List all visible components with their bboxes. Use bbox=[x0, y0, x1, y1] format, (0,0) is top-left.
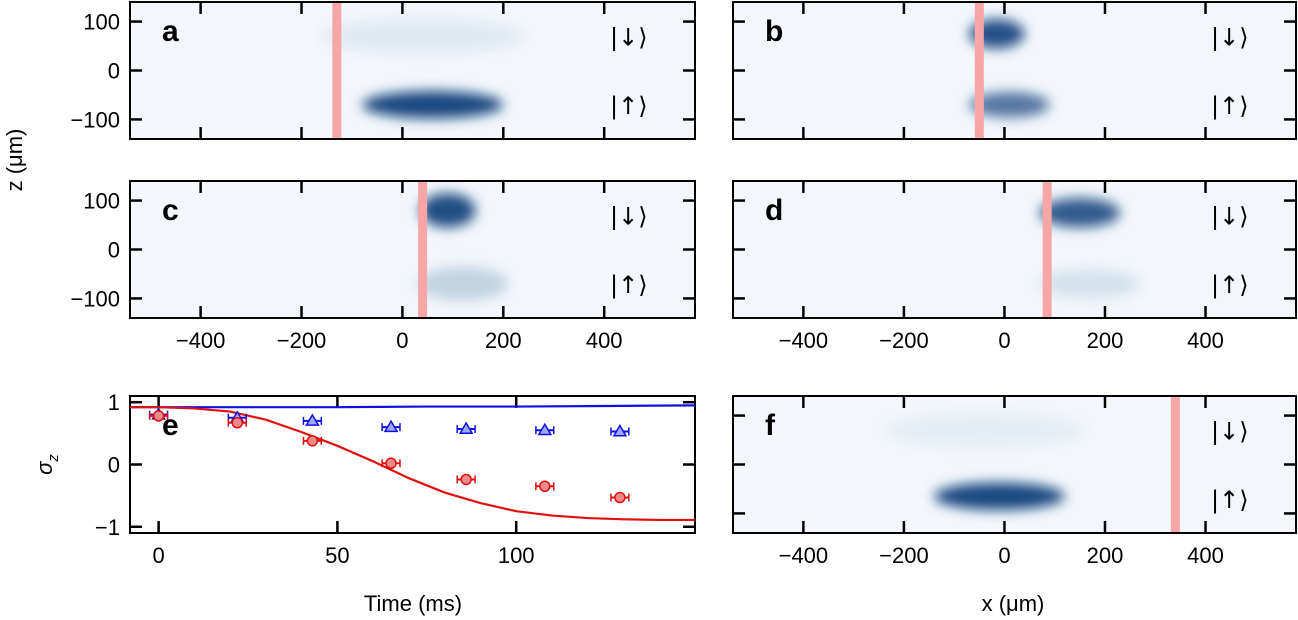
red-circles-point bbox=[152, 410, 165, 422]
blue-triangles-point bbox=[537, 422, 553, 436]
atom-cloud-1 bbox=[883, 413, 1085, 448]
panel-d: |↓⟩ |↑⟩ −400 −200 0 200 400 d bbox=[732, 180, 1297, 353]
red-circles-point bbox=[539, 480, 551, 493]
blue-triangles-point bbox=[458, 421, 474, 434]
y-tick-label: 1 bbox=[108, 390, 120, 415]
state-label-down: |↓⟩ bbox=[1211, 417, 1249, 445]
x-tick-label: 200 bbox=[485, 328, 522, 353]
y-tick-label: 100 bbox=[83, 189, 120, 214]
image-background bbox=[130, 181, 695, 318]
panel-label-f: f bbox=[765, 409, 776, 442]
x-tick-label: −400 bbox=[176, 328, 226, 353]
marker-band bbox=[974, 2, 984, 139]
clouds bbox=[969, 2, 1050, 139]
y-tick-label: −100 bbox=[70, 107, 120, 132]
x-tick-label: 0 bbox=[998, 328, 1010, 353]
x-tick-label: 0 bbox=[152, 543, 164, 568]
atom-cloud-0 bbox=[420, 193, 476, 228]
panel-a: |↓⟩ |↑⟩ 100 0 −100 a bbox=[70, 1, 696, 140]
state-label-down: |↓⟩ bbox=[1211, 202, 1249, 230]
panel-label-d: d bbox=[765, 194, 783, 227]
clouds bbox=[321, 2, 524, 139]
y-tick-label: 100 bbox=[83, 10, 120, 35]
y-tick-label: −100 bbox=[70, 286, 120, 311]
y-tick-label: 0 bbox=[108, 59, 120, 84]
x-tick-label: −200 bbox=[879, 543, 929, 568]
state-label-up: |↑⟩ bbox=[610, 271, 648, 299]
red-circles-point bbox=[385, 457, 397, 470]
x-tick-label: 200 bbox=[1087, 543, 1124, 568]
red-circles-point bbox=[231, 417, 244, 429]
plot-content bbox=[130, 404, 695, 522]
state-label-up: |↑⟩ bbox=[610, 92, 648, 120]
atom-cloud-1 bbox=[321, 19, 524, 54]
blue-triangles-point bbox=[612, 424, 628, 437]
atom-cloud-0 bbox=[1039, 198, 1121, 228]
marker-band bbox=[418, 181, 428, 318]
sigma-symbol: σ bbox=[32, 461, 57, 475]
red-curve bbox=[130, 406, 695, 522]
y-tick-label: −1 bbox=[95, 515, 120, 540]
atom-cloud-0 bbox=[362, 91, 504, 119]
x-tick-label: 100 bbox=[498, 543, 535, 568]
marker-band bbox=[332, 2, 342, 139]
image-background bbox=[733, 181, 1296, 318]
panel-label-c: c bbox=[162, 194, 179, 227]
time-axis-label: Time (ms) bbox=[364, 591, 462, 616]
x-tick-label: −200 bbox=[879, 328, 929, 353]
panel-label-b: b bbox=[765, 15, 783, 48]
shared-y-axis-label: z (μm) bbox=[2, 129, 27, 192]
x-tick-label: 400 bbox=[586, 328, 623, 353]
state-label-down: |↓⟩ bbox=[610, 23, 648, 51]
atom-cloud-1 bbox=[417, 266, 509, 301]
marker-band bbox=[1042, 181, 1052, 318]
x-tick-label: 0 bbox=[998, 543, 1010, 568]
panel-label-a: a bbox=[162, 15, 179, 48]
clouds bbox=[417, 181, 509, 318]
panel-c: |↓⟩ |↑⟩ −400 −200 0 200 400 100 0 −100 c bbox=[70, 180, 696, 353]
x-tick-label: 400 bbox=[1187, 328, 1224, 353]
atom-cloud-1 bbox=[1039, 269, 1141, 299]
atom-cloud-0 bbox=[934, 482, 1065, 511]
x-tick-label: −400 bbox=[779, 543, 829, 568]
y-tick-label: 0 bbox=[108, 453, 120, 478]
red-circles-point bbox=[306, 435, 319, 447]
sigma-subscript: z bbox=[45, 454, 62, 463]
state-label-down: |↓⟩ bbox=[1211, 23, 1249, 51]
y-tick-label: 0 bbox=[108, 238, 120, 263]
clouds bbox=[883, 396, 1180, 533]
state-label-up: |↑⟩ bbox=[1211, 486, 1249, 514]
blue-triangles-point bbox=[305, 413, 320, 426]
marker-band bbox=[1170, 396, 1180, 533]
x-tick-label: −400 bbox=[779, 328, 829, 353]
panel-b: |↓⟩ |↑⟩ b bbox=[732, 1, 1297, 140]
sigma-z-label: σz bbox=[32, 454, 62, 475]
state-label-up: |↑⟩ bbox=[1211, 271, 1249, 299]
x-tick-label: −200 bbox=[277, 328, 327, 353]
x-axis-label: x (μm) bbox=[982, 591, 1045, 616]
atom-cloud-1 bbox=[969, 92, 1050, 118]
panel-label-e: e bbox=[162, 409, 179, 442]
x-tick-label: 50 bbox=[325, 543, 349, 568]
x-tick-label: 0 bbox=[396, 328, 408, 353]
x-tick-label: 200 bbox=[1087, 328, 1124, 353]
panel-e: 0 50 100 1 0 −1 σz e bbox=[32, 390, 696, 568]
red-circles-point bbox=[614, 491, 626, 504]
state-label-up: |↑⟩ bbox=[1211, 92, 1249, 120]
x-tick-label: 400 bbox=[1187, 543, 1224, 568]
state-label-down: |↓⟩ bbox=[610, 202, 648, 230]
red-circles-point bbox=[460, 473, 472, 486]
panel-f: |↓⟩ |↑⟩ −400 −200 0 200 400 f bbox=[732, 395, 1297, 568]
plot-background bbox=[130, 396, 695, 533]
clouds bbox=[1039, 181, 1141, 318]
blue-triangles-point bbox=[383, 419, 399, 433]
